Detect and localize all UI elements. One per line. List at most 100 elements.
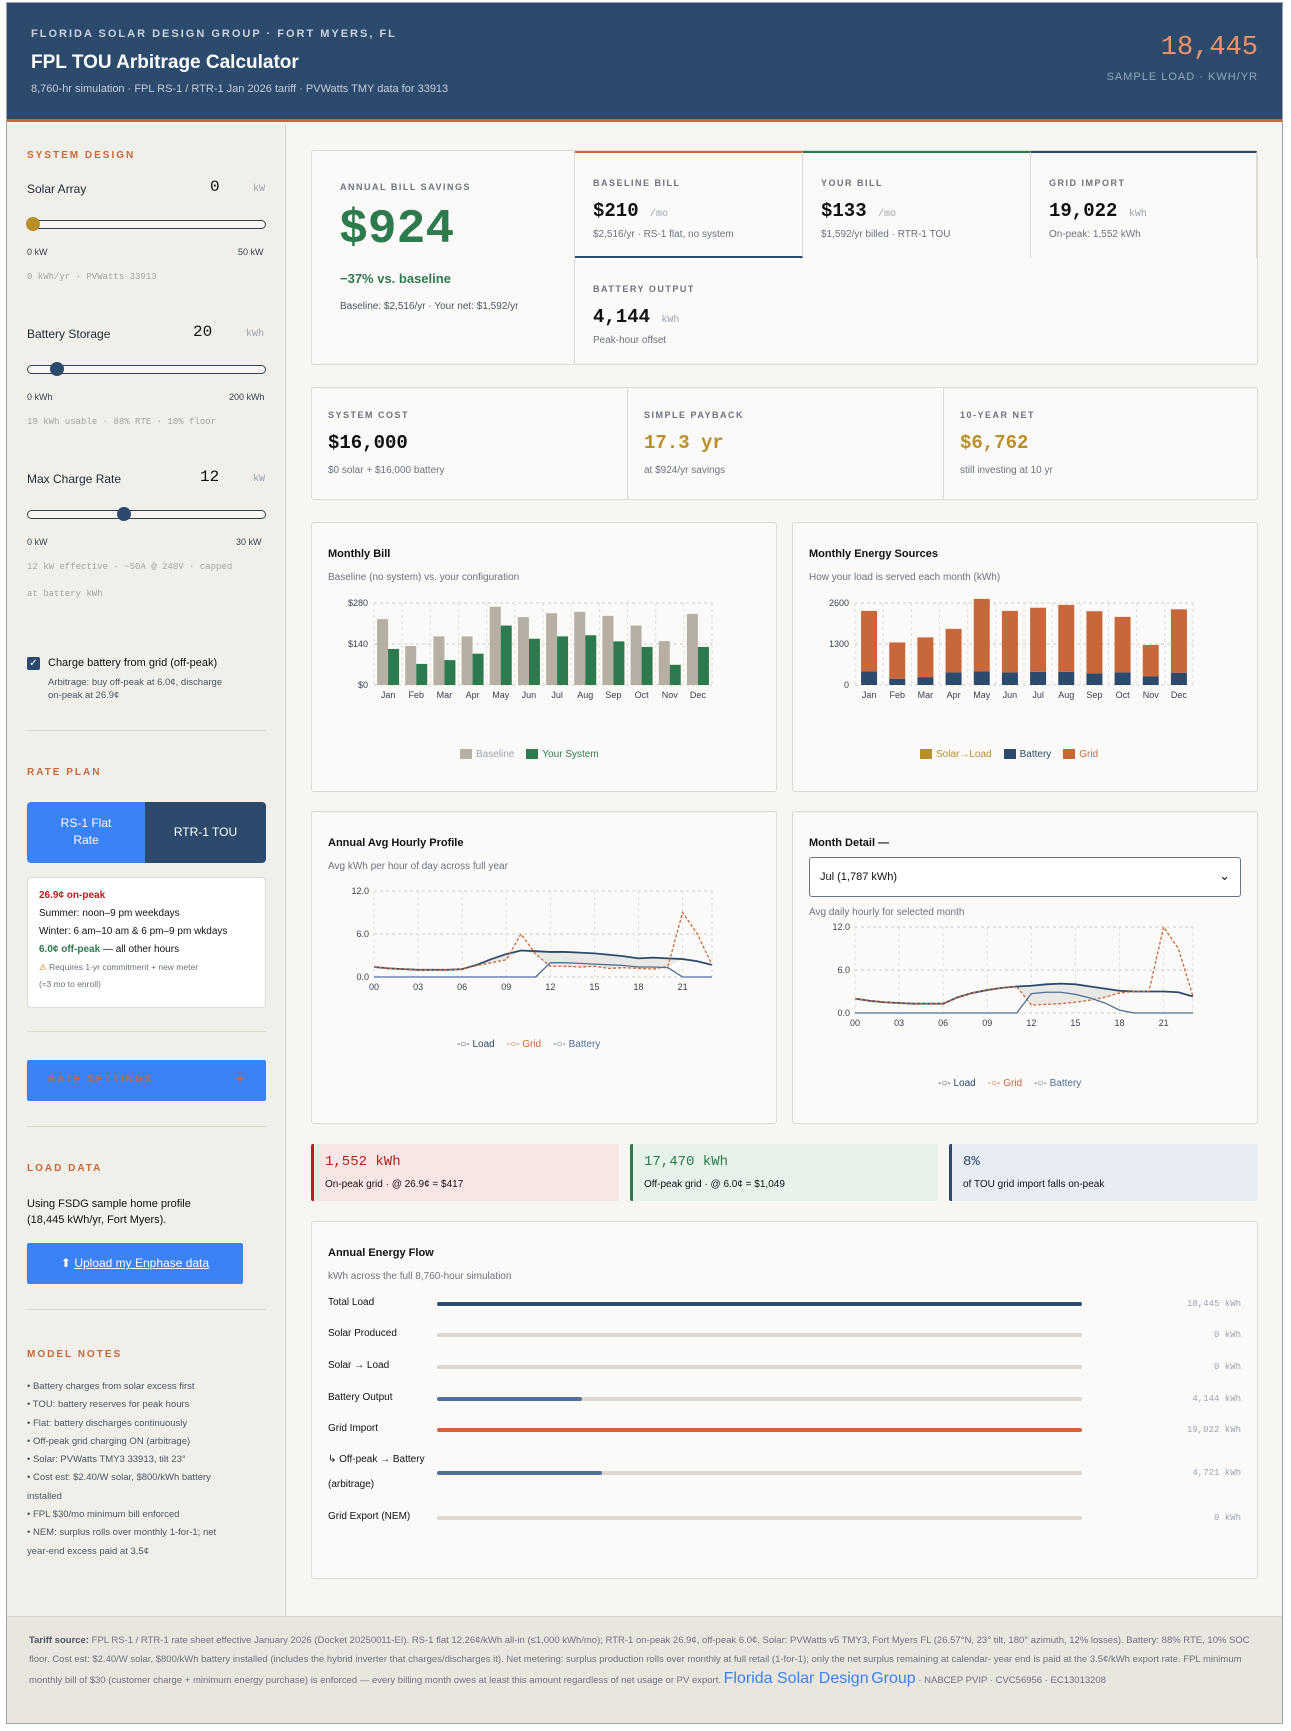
flow-value: 0 kWh xyxy=(1213,1513,1241,1523)
baseline-bill-card: BASELINE BILL $210 /mo $2,516/yr · RS-1 … xyxy=(575,151,803,258)
bar-segment xyxy=(1058,671,1075,685)
battery-slider-thumb[interactable] xyxy=(50,362,64,376)
flow-bar-fill xyxy=(437,1302,1082,1306)
bar xyxy=(489,606,501,685)
rate-plan-toggle: RS-1 Flat Rate RTR-1 TOU xyxy=(27,802,266,863)
energy-sources-legend: Solar→Load Battery Grid xyxy=(920,749,1098,760)
bar-segment xyxy=(973,671,990,685)
note-item: • Off-peak grid charging ON (arbitrage) xyxy=(27,1435,191,1447)
monthly-bill-card: Monthly Bill Baseline (no system) vs. yo… xyxy=(311,522,777,792)
system-cost-card: SYSTEM COST $16,000 $0 solar + $16,000 b… xyxy=(312,388,628,499)
grid-import-sub: On-peak: 1,552 kWh xyxy=(1049,229,1141,240)
solar-value: 0 xyxy=(210,178,220,196)
rate-settings-button[interactable]: RATE SETTINGS + xyxy=(27,1060,266,1101)
footer-brand-2[interactable]: Group xyxy=(871,1670,916,1687)
legend-battery: -○- Battery xyxy=(1034,1078,1082,1089)
grid-import-label: GRID IMPORT xyxy=(1049,178,1126,188)
x-tick-label: 15 xyxy=(589,982,599,992)
x-tick-label: Jun xyxy=(522,690,537,700)
load-text-2: (18,445 kWh/yr, Fort Myers). xyxy=(27,1214,167,1226)
tariff-source-label: Tariff source: xyxy=(29,1635,90,1646)
grid-charge-checkbox[interactable]: ✓ xyxy=(27,657,40,670)
x-tick-label: Aug xyxy=(1058,690,1074,700)
legend-grid: -○- Grid xyxy=(506,1039,542,1050)
footer-line-3: year end is paid at the 3.5¢/kWh export … xyxy=(29,1654,1242,1686)
monthly-bill-subtitle: Baseline (no system) vs. your configurat… xyxy=(328,572,520,583)
payback-sub: at $924/yr savings xyxy=(644,465,726,476)
legend-battery: -○- Battery xyxy=(553,1039,601,1050)
charge-rate-min: 0 kW xyxy=(27,537,48,547)
charge-rate-unit: kW xyxy=(253,474,266,485)
upload-label: Upload my Enphase data xyxy=(74,1256,210,1270)
month-detail-subtitle: Avg daily hourly for selected month xyxy=(809,907,965,918)
ten-year-net-value: $6,762 xyxy=(960,432,1029,454)
hourly-profile-subtitle: Avg kWh per hour of day across full year xyxy=(328,861,508,872)
charge-rate-label: Max Charge Rate xyxy=(27,472,122,486)
x-tick-label: 21 xyxy=(1159,1018,1169,1028)
baseline-sub: $2,516/yr · RS-1 flat, no system xyxy=(593,229,734,240)
footer-brand-1[interactable]: Florida Solar Design xyxy=(723,1670,869,1687)
battery-output-label: BATTERY OUTPUT xyxy=(593,284,695,294)
solar-slider-thumb[interactable] xyxy=(26,217,40,231)
charge-rate-slider[interactable] xyxy=(27,507,266,521)
rate-settings-label: RATE SETTINGS xyxy=(48,1074,154,1085)
charge-rate-slider-thumb[interactable] xyxy=(117,507,131,521)
series-line-battery xyxy=(855,991,1193,1014)
legend-swatch xyxy=(460,749,472,760)
x-tick-label: 12 xyxy=(545,982,555,992)
monthly-bill-title: Monthly Bill xyxy=(328,548,391,560)
bar xyxy=(433,636,445,685)
battery-output-value-wrap: 4,144 kWh xyxy=(593,306,679,328)
battery-min: 0 kWh xyxy=(27,392,53,402)
rate-plan-heading: RATE PLAN xyxy=(27,767,102,778)
series-line-grid xyxy=(854,925,1194,1006)
legend-load: -○- Load xyxy=(938,1078,976,1089)
x-tick-label: Jun xyxy=(1003,690,1018,700)
bar xyxy=(528,638,540,685)
month-detail-chart: 0.0 6.0 12.0 00 03 06 09 12 15 18 21 xyxy=(832,922,1194,1028)
on-peak-share-desc: of TOU grid import falls on-peak xyxy=(963,1179,1105,1190)
y-tick-label: 12.0 xyxy=(351,886,369,896)
month-select[interactable]: Jul (1,787 kWh) ⌄ xyxy=(809,857,1241,897)
footer: Tariff source: FPL RS-1 / RTR-1 rate she… xyxy=(7,1616,1282,1723)
divider xyxy=(27,730,266,731)
x-tick-label: 18 xyxy=(1115,1018,1125,1028)
rate-plan-flat-button[interactable]: RS-1 Flat Rate xyxy=(27,802,145,863)
month-detail-title: Month Detail — xyxy=(809,837,890,849)
grid-import-value: 19,022 xyxy=(1049,200,1118,222)
flow-label-2: (arbitrage) xyxy=(328,1479,375,1490)
grid-charge-desc-1: Arbitrage: buy off-peak at 6.0¢, dischar… xyxy=(48,677,223,688)
x-tick-label: Jul xyxy=(551,690,563,700)
rate-plan-tou-button[interactable]: RTR-1 TOU xyxy=(145,802,266,863)
footer-text: Tariff source: FPL RS-1 / RTR-1 rate she… xyxy=(29,1631,1261,1690)
off-peak-stat: 17,470 kWh Off-peak grid · @ 6.0¢ = $1,0… xyxy=(630,1144,938,1201)
solar-slider[interactable] xyxy=(26,217,266,231)
company-eyebrow: FLORIDA SOLAR DESIGN GROUP · FORT MYERS,… xyxy=(31,28,397,40)
legend-load: -○- Load xyxy=(457,1039,495,1050)
baseline-label: BASELINE BILL xyxy=(593,178,681,188)
grid-charge-desc-2: on-peak at 26.9¢ xyxy=(48,690,120,701)
bar-segment xyxy=(1001,672,1018,685)
enroll-warning: ⚠ Requires 1-yr commitment + new meter xyxy=(39,962,198,973)
x-tick-label: 09 xyxy=(501,982,511,992)
note-item: year-end excess paid at 3.5¢ xyxy=(27,1545,149,1557)
x-tick-label: 18 xyxy=(634,982,644,992)
footer-line-2: Battery: 88% RTE, 10% SOC floor. Cost es… xyxy=(29,1635,1250,1665)
bar xyxy=(574,611,586,685)
bar-segment xyxy=(1001,610,1018,673)
legend-swatch xyxy=(526,749,539,760)
bar-segment xyxy=(917,637,934,678)
flow-label: Grid Export (NEM) xyxy=(328,1511,411,1522)
bar-segment xyxy=(861,671,878,685)
hourly-profile-card: Annual Avg Hourly Profile Avg kWh per ho… xyxy=(311,811,777,1124)
battery-slider[interactable] xyxy=(27,362,266,376)
cost-panel: SYSTEM COST $16,000 $0 solar + $16,000 b… xyxy=(311,387,1258,500)
off-peak-stat-desc: Off-peak grid · @ 6.0¢ = $1,049 xyxy=(644,1179,785,1190)
battery-unit: kWh xyxy=(246,329,265,340)
model-notes-heading: MODEL NOTES xyxy=(27,1349,123,1360)
flow-label: Grid Import xyxy=(328,1423,379,1434)
upload-enphase-button[interactable]: ⬆ Upload my Enphase data xyxy=(27,1243,243,1284)
bar xyxy=(444,660,456,685)
solar-unit: kW xyxy=(253,184,266,195)
grid-import-value-wrap: 19,022 kWh xyxy=(1049,200,1147,222)
